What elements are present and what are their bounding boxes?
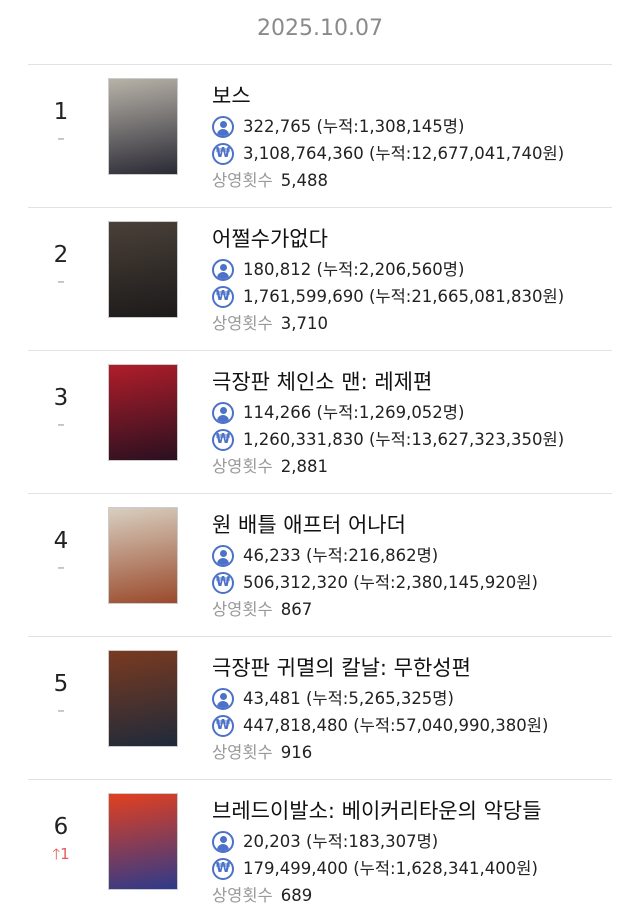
screenings-label: 상영횟수	[212, 314, 273, 333]
person-icon	[212, 830, 234, 853]
audience-count: 114,266 (누적:1,269,052명)	[243, 403, 465, 422]
movie-poster[interactable]	[108, 793, 178, 890]
rank-number: 3	[53, 385, 69, 411]
won-icon: ₩	[212, 857, 234, 880]
revenue: 3,108,764,360 (누적:12,677,041,740원)	[243, 144, 565, 163]
screenings-count: 916	[280, 743, 313, 762]
rank-change-value: –	[57, 558, 65, 576]
movie-title[interactable]: 극장판 귀멸의 칼날: 무한성편	[212, 656, 471, 680]
audience-count: 46,233 (누적:216,862명)	[243, 546, 439, 565]
won-icon: ₩	[212, 285, 234, 308]
date-header: 2025.10.07	[257, 16, 383, 41]
rank-change-value: 1	[60, 845, 70, 863]
rank-number: 5	[53, 671, 69, 697]
rank-change: 🡑1	[42, 844, 80, 869]
rank-number: 1	[53, 99, 69, 125]
movie-poster[interactable]	[108, 364, 178, 461]
rank-change-value: –	[57, 415, 65, 433]
screenings-count: 5,488	[280, 171, 328, 190]
movie-title[interactable]: 보스	[212, 84, 251, 108]
rank-change-value: –	[57, 129, 65, 147]
rank-change: –	[42, 415, 80, 433]
movie-row[interactable]: 6 🡑1 브레드이발소: 베이커리타운의 악당들 20,203 (누적:183,…	[28, 779, 612, 922]
won-icon: ₩	[212, 571, 234, 594]
screenings-label: 상영횟수	[212, 171, 273, 190]
screenings-label: 상영횟수	[212, 886, 273, 905]
movie-title[interactable]: 원 배틀 애프터 어나더	[212, 513, 406, 537]
movie-title[interactable]: 극장판 체인소 맨: 레제편	[212, 370, 433, 394]
movie-row[interactable]: 1 – 보스 322,765 (누적:1,308,145명) ₩3,108,76…	[28, 64, 612, 207]
screenings-label: 상영횟수	[212, 743, 273, 762]
screenings-label: 상영횟수	[212, 600, 273, 619]
revenue: 447,818,480 (누적:57,040,990,380원)	[243, 716, 549, 735]
person-icon	[212, 115, 234, 138]
screenings-count: 867	[280, 600, 313, 619]
revenue: 506,312,320 (누적:2,380,145,920원)	[243, 573, 538, 592]
screenings-count: 689	[280, 886, 313, 905]
screenings-count: 3,710	[280, 314, 328, 333]
audience-count: 43,481 (누적:5,265,325명)	[243, 689, 454, 708]
movie-title[interactable]: 브레드이발소: 베이커리타운의 악당들	[212, 799, 542, 823]
rank-number: 4	[53, 528, 69, 554]
revenue: 1,260,331,830 (누적:13,627,323,350원)	[243, 430, 565, 449]
screenings-label: 상영횟수	[212, 457, 273, 476]
rank-change-value: –	[57, 272, 65, 290]
person-icon	[212, 258, 234, 281]
movie-poster[interactable]	[108, 507, 178, 604]
won-icon: ₩	[212, 714, 234, 737]
person-icon	[212, 401, 234, 424]
rank-change: –	[42, 272, 80, 290]
movie-row[interactable]: 4 – 원 배틀 애프터 어나더 46,233 (누적:216,862명) ₩5…	[28, 493, 612, 636]
won-icon: ₩	[212, 142, 234, 165]
box-office-list: 1 – 보스 322,765 (누적:1,308,145명) ₩3,108,76…	[28, 64, 612, 922]
screenings-count: 2,881	[280, 457, 328, 476]
rank-number: 6	[53, 814, 69, 840]
movie-poster[interactable]	[108, 650, 178, 747]
person-icon	[212, 687, 234, 710]
movie-row[interactable]: 3 – 극장판 체인소 맨: 레제편 114,266 (누적:1,269,052…	[28, 350, 612, 493]
rank-change: –	[42, 701, 80, 719]
won-icon: ₩	[212, 428, 234, 451]
movie-title[interactable]: 어쩔수가없다	[212, 227, 328, 251]
revenue: 1,761,599,690 (누적:21,665,081,830원)	[243, 287, 565, 306]
audience-count: 322,765 (누적:1,308,145명)	[243, 117, 465, 136]
rank-change-value: –	[57, 701, 65, 719]
audience-count: 20,203 (누적:183,307명)	[243, 832, 439, 851]
movie-poster[interactable]	[108, 78, 178, 175]
rank-change: –	[42, 558, 80, 576]
arrow-up-icon: 🡑	[52, 845, 61, 863]
movie-poster[interactable]	[108, 221, 178, 318]
movie-row[interactable]: 5 – 극장판 귀멸의 칼날: 무한성편 43,481 (누적:5,265,32…	[28, 636, 612, 779]
revenue: 179,499,400 (누적:1,628,341,400원)	[243, 859, 538, 878]
rank-number: 2	[53, 242, 69, 268]
movie-row[interactable]: 2 – 어쩔수가없다 180,812 (누적:2,206,560명) ₩1,76…	[28, 207, 612, 350]
rank-change: –	[42, 129, 80, 147]
person-icon	[212, 544, 234, 567]
audience-count: 180,812 (누적:2,206,560명)	[243, 260, 465, 279]
